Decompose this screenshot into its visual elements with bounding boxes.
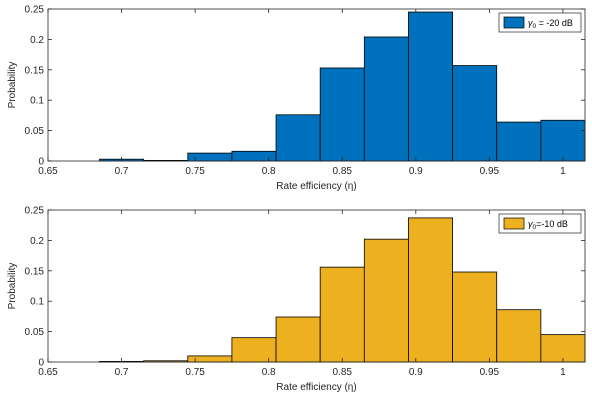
histogram-bar: [319, 67, 365, 162]
x-tick-label: 0.85: [333, 367, 353, 378]
legend-swatch: [503, 16, 525, 29]
x-tick-label: 0.8: [262, 367, 276, 378]
x-axis-label: Rate efficiency (η): [276, 181, 356, 192]
x-tick-label: 0.95: [480, 367, 500, 378]
y-tick-label: 0: [38, 358, 44, 369]
legend: γ0=-10 dB: [498, 213, 582, 234]
legend-symbol: γ: [528, 18, 533, 28]
legend-swatch: [503, 217, 525, 230]
x-tick-label: 0.75: [185, 166, 205, 177]
x-tick-label: 0.65: [38, 367, 58, 378]
legend-subscript: 0: [533, 224, 537, 231]
histogram-bar: [275, 114, 321, 162]
legend-symbol: γ: [528, 219, 533, 229]
histogram-bar: [231, 337, 277, 363]
histogram-bar: [540, 334, 586, 363]
x-tick-label: 0.7: [115, 166, 129, 177]
y-tick-label: 0.25: [25, 5, 45, 16]
legend-label: γ0 = -20 dB: [528, 18, 573, 30]
y-tick-label: 0.1: [30, 297, 44, 308]
histogram-bar: [275, 316, 321, 363]
x-tick-label: 0.95: [480, 166, 500, 177]
histogram-bar: [452, 65, 498, 162]
y-axis-label: Probability: [7, 62, 18, 109]
x-tick-label: 1: [560, 367, 566, 378]
y-tick-label: 0.15: [25, 266, 45, 277]
y-tick-label: 0.05: [25, 327, 45, 338]
x-tick-label: 0.7: [115, 367, 129, 378]
subplot-1: 0.65 0.7 0.75 0.8 0.85 0.9 0.95 1 0 0.05 0.1 0.15 0.…: [7, 5, 586, 192]
y-tick-label: 0.05: [25, 126, 45, 137]
legend-label: γ0=-10 dB: [528, 219, 568, 231]
axes-box: [47, 209, 586, 363]
histogram-bar: [319, 266, 365, 363]
histogram-bar: [408, 217, 453, 363]
histogram-bar: [187, 152, 233, 162]
x-tick-label: 0.9: [409, 166, 423, 177]
x-tick-label: 0.75: [185, 367, 205, 378]
histogram-bar: [408, 11, 453, 162]
histogram-bar: [496, 121, 542, 162]
x-axis-label: Rate efficiency (η): [276, 382, 356, 393]
histogram-bar: [187, 355, 233, 363]
y-tick-label: 0.2: [30, 35, 44, 46]
x-tick-label: 0.65: [38, 166, 58, 177]
y-tick-label: 0.2: [30, 236, 44, 247]
histogram-bar: [452, 271, 498, 363]
subplot-2: 0.65 0.7 0.75 0.8 0.85 0.9 0.95 1 0 0.05 0.1 0.15 0.…: [7, 206, 586, 393]
legend-suffix: = -20 dB: [536, 18, 573, 28]
histogram-bar: [363, 36, 409, 162]
x-tick-label: 0.8: [262, 166, 276, 177]
histogram-bar: [496, 309, 542, 363]
histogram-bar: [540, 119, 586, 162]
x-tick-label: 0.85: [333, 166, 353, 177]
x-tick-label: 1: [560, 166, 566, 177]
y-tick-label: 0.25: [25, 206, 45, 217]
y-axis-label: Probability: [7, 263, 18, 310]
y-tick-label: 0.1: [30, 96, 44, 107]
x-tick-label: 0.9: [409, 367, 423, 378]
y-tick-label: 0: [38, 157, 44, 168]
legend: γ0 = -20 dB: [498, 12, 582, 33]
y-tick-label: 0.15: [25, 65, 45, 76]
histogram-bar: [231, 150, 277, 162]
axes-box: [47, 8, 586, 162]
histogram-bar: [363, 238, 409, 363]
legend-suffix: =-10 dB: [536, 219, 568, 229]
legend-subscript: 0: [533, 23, 537, 30]
